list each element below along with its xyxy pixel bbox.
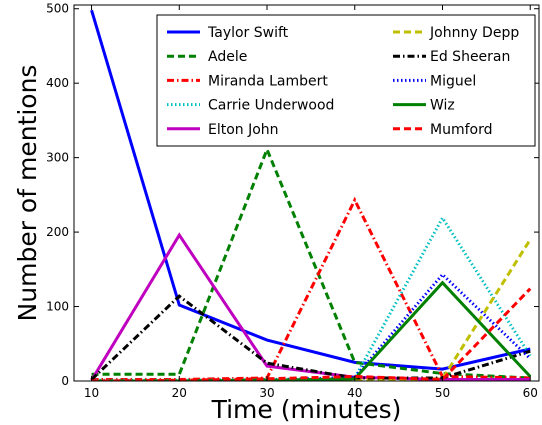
- series-line-johnny-depp: [91, 238, 532, 381]
- x-tick-label: 40: [347, 386, 362, 400]
- legend-label: Mumford: [430, 122, 492, 138]
- y-tick-label: 100: [46, 300, 69, 314]
- ticks-layer: 10 20 30 40 50 60 0 100 200 300 400 500: [46, 2, 539, 400]
- x-tick-label: 50: [435, 386, 450, 400]
- series-line-mumford: [91, 287, 532, 381]
- y-tick-label: 500: [46, 2, 69, 16]
- x-tick-label: 60: [523, 386, 538, 400]
- y-tick-label: 0: [61, 374, 69, 388]
- y-tick-label: 200: [46, 225, 69, 239]
- legend-label: Wiz: [430, 98, 455, 114]
- series-line-adele: [91, 145, 531, 380]
- legend-label: Carrie Underwood: [208, 98, 334, 114]
- legend-label: Adele: [208, 49, 247, 65]
- legend-label: Johnny Depp: [429, 25, 519, 41]
- series-line-taylor-swift: [90, 9, 531, 371]
- x-tick-label: 30: [259, 386, 274, 400]
- series-line-carrie-underwood: [91, 214, 532, 381]
- x-axis-title: Time (minutes): [211, 395, 402, 424]
- y-axis-title: Number of mentions: [13, 65, 42, 322]
- plot-frame: [73, 4, 540, 382]
- y-tick-label: 400: [46, 76, 69, 90]
- x-tick-label: 10: [84, 386, 99, 400]
- legend: Taylor Swift Adele Miranda Lambert Carrie U…: [156, 14, 536, 147]
- legend-label: Ed Sheeran: [430, 49, 510, 65]
- y-tick-label: 300: [46, 151, 69, 165]
- legend-label: Taylor Swift: [207, 25, 289, 41]
- series-layer: [90, 9, 532, 381]
- legend-label: Elton John: [208, 122, 279, 138]
- legend-frame: [156, 14, 536, 147]
- legend-label: Miguel: [430, 73, 476, 89]
- x-tick-label: 20: [172, 386, 187, 400]
- legend-label: Miranda Lambert: [208, 73, 328, 89]
- series-line-ed-sheeran: [90, 294, 531, 381]
- series-line-wiz: [91, 280, 532, 381]
